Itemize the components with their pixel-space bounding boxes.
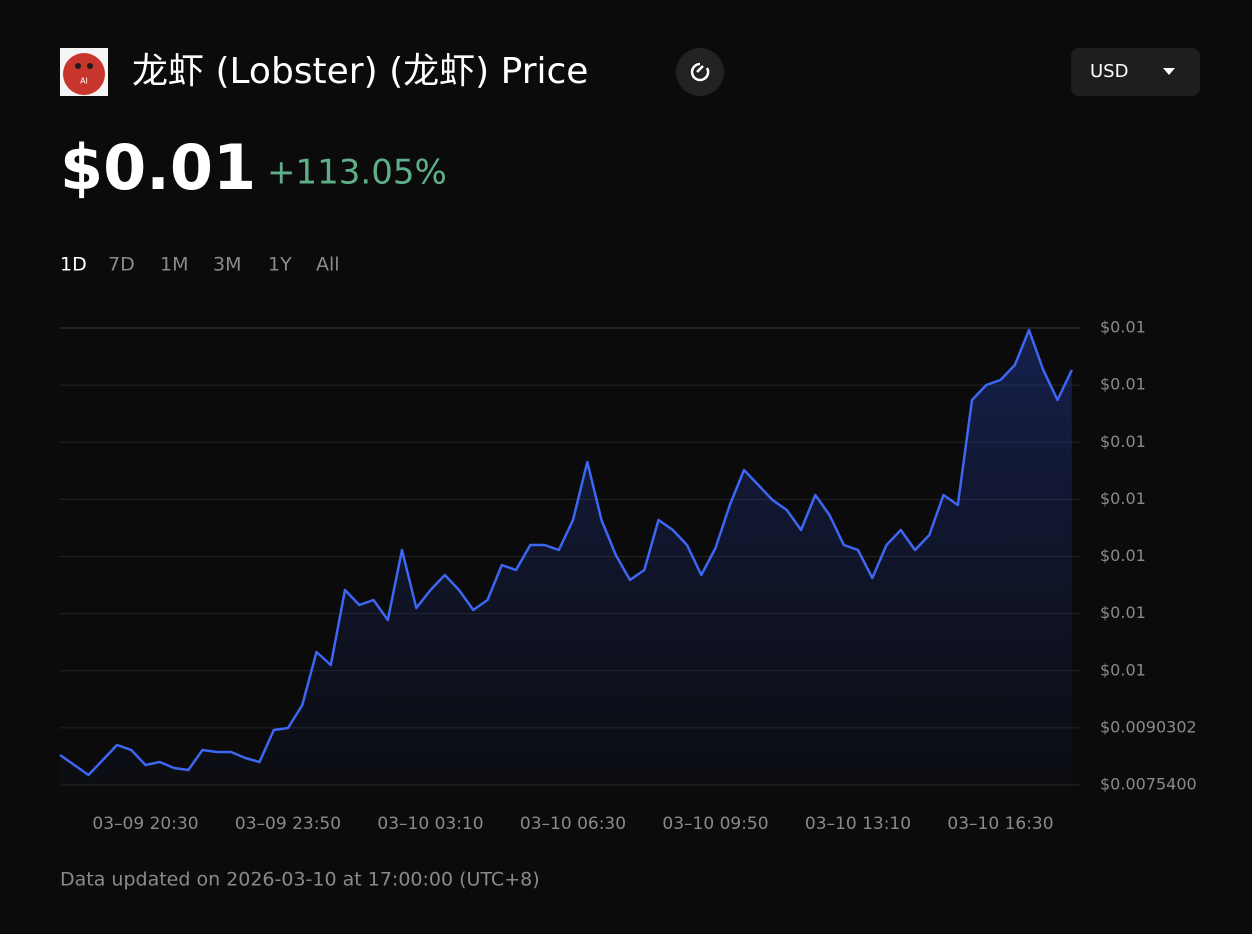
x-tick-label: 03–10 03:10	[377, 814, 483, 834]
title: 龙虾 (Lobster) (龙虾) Price	[132, 51, 588, 92]
y-tick-label: $0.01	[1100, 318, 1146, 337]
y-tick-label: $0.0090302	[1100, 717, 1197, 736]
range-button[interactable]: 1Y	[268, 254, 292, 276]
price-line	[59, 328, 1073, 777]
range-button[interactable]: 3M	[213, 254, 241, 276]
range-button[interactable]: 7D	[108, 254, 135, 276]
x-tick-label: 03–10 09:50	[662, 814, 768, 834]
y-tick-label: $0.01	[1100, 603, 1146, 622]
x-tick-label: 03–10 06:30	[520, 814, 626, 834]
x-tick-label: 03–09 20:30	[92, 814, 198, 834]
x-tick-label: 03–09 23:50	[235, 814, 341, 834]
range-button[interactable]: 1D	[60, 254, 87, 276]
range-button[interactable]: All	[316, 254, 340, 276]
currency-label: USD	[1090, 61, 1128, 82]
x-tick-label: 03–10 16:30	[947, 814, 1053, 834]
svg-text:AI: AI	[80, 77, 88, 86]
refresh-button[interactable]	[676, 48, 724, 96]
range-button[interactable]: 1M	[160, 254, 188, 276]
price: $0.01	[60, 131, 256, 204]
currency-dropdown[interactable]: USD	[1071, 48, 1200, 96]
x-tick-label: 03–10 13:10	[805, 814, 911, 834]
footer-note: Data updated on 2026-03-10 at 17:00:00 (…	[60, 869, 540, 891]
y-tick-label: $0.0075400	[1100, 775, 1197, 794]
y-tick-label: $0.01	[1100, 489, 1146, 508]
y-tick-label: $0.01	[1100, 432, 1146, 451]
y-tick-label: $0.01	[1100, 375, 1146, 394]
token-icon: AI	[60, 48, 108, 96]
y-tick-label: $0.01	[1100, 546, 1146, 565]
area-fill	[60, 330, 1072, 785]
price-change: +113.05%	[267, 153, 447, 193]
y-tick-label: $0.01	[1100, 660, 1146, 679]
